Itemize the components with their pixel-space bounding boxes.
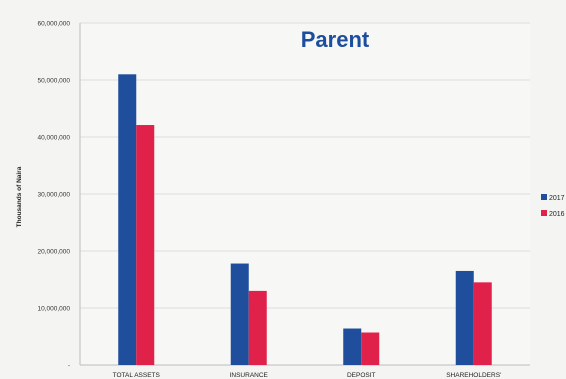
y-tick-labels: 60,000,000 50,000,000 40,000,000 30,000,000… [37,21,70,370]
legend-swatch-2016 [541,210,547,216]
y-tick-label: 20,000,000 [37,249,70,256]
legend-swatch-2017 [541,194,547,200]
y-axis-label: Thousands of Naira [16,166,23,227]
y-tick-label: 10,000,000 [37,306,70,313]
category-label: INSURANCE [230,372,269,379]
bar-2016-0 [136,125,155,365]
category-labels: TOTAL ASSETS INSURANCE DEPOSIT SHAREHOLDERS… [113,372,502,379]
category-label: SHAREHOLDERS' [446,372,501,379]
bar-2016-1 [248,290,267,365]
legend: 2017 2016 [541,194,565,218]
bars [118,74,492,366]
y-tick-label: 30,000,000 [37,192,70,199]
bar-2017-1 [230,263,249,365]
legend-label: 2017 [549,195,565,202]
category-label: TOTAL ASSETS [113,372,161,379]
bar-2017-3 [455,270,474,365]
bar-2016-3 [473,282,492,365]
y-tick-label: - [68,363,70,370]
gridlines [80,22,530,309]
legend-label: 2016 [549,211,565,218]
bar-2016-2 [361,332,380,365]
y-tick-label: 50,000,000 [37,78,70,85]
category-label: DEPOSIT [347,372,376,379]
bar-2017-2 [343,328,362,365]
y-tick-label: 60,000,000 [37,21,70,28]
bar-2017-0 [118,74,137,366]
chart-title: Parent [301,27,370,52]
y-tick-label: 40,000,000 [37,135,70,142]
